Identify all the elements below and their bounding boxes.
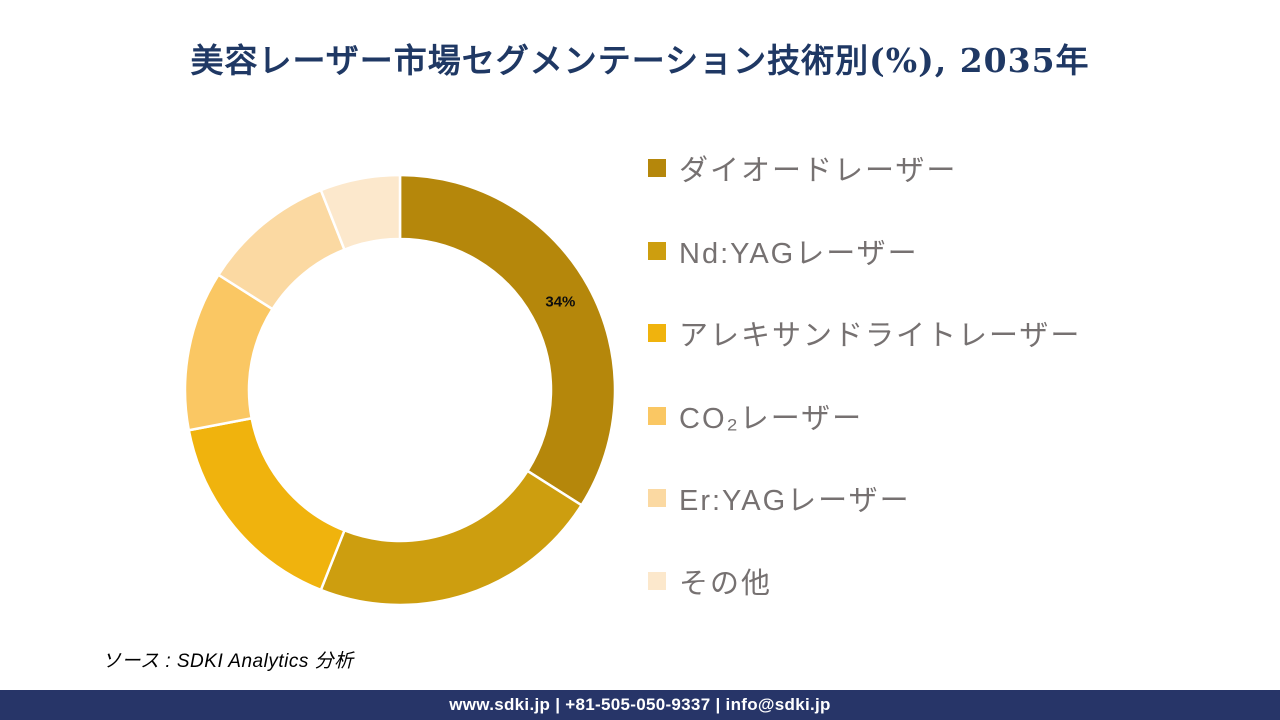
legend-swatch — [648, 406, 666, 425]
legend-label: CO₂レーザー — [679, 402, 864, 435]
legend-item: Er:YAGレーザー — [648, 457, 1081, 540]
legend-item: CO₂レーザー — [648, 375, 1081, 458]
donut-chart: 34% — [183, 173, 617, 607]
legend-swatch — [648, 159, 666, 178]
legend-label: Er:YAGレーザー — [679, 485, 911, 518]
chart-legend: ダイオードレーザー Nd:YAGレーザーアレキサンドライトレーザー CO₂レーザー E… — [648, 127, 1081, 622]
legend-item: Nd:YAGレーザー — [648, 210, 1081, 293]
legend-swatch — [648, 241, 666, 260]
chart-title: 美容レーザー市場セグメンテーション技術別(%), 2035年 — [190, 41, 1090, 80]
legend-swatch — [648, 571, 666, 590]
legend-swatch — [648, 324, 666, 343]
legend-label: ダイオードレーザー — [679, 155, 958, 188]
footer-bar: www.sdki.jp | +81-505-050-9337 | info@sd… — [0, 690, 1280, 720]
donut-segment — [398, 173, 617, 507]
donut-segment — [319, 469, 583, 607]
donut-segment — [319, 173, 402, 251]
legend-item: その他 — [648, 540, 1081, 623]
legend-label: Nd:YAGレーザー — [679, 237, 919, 270]
data-label: 34% — [545, 293, 575, 310]
legend-label: アレキサンドライトレーザー — [679, 320, 1082, 353]
donut-segment — [187, 417, 346, 592]
legend-item: アレキサンドライトレーザー — [648, 292, 1081, 375]
donut-chart-container: 34% — [170, 160, 630, 620]
legend-label: その他 — [679, 567, 773, 600]
legend-item: ダイオードレーザー — [648, 127, 1081, 210]
footer-contact-text: www.sdki.jp | +81-505-050-9337 | info@sd… — [449, 695, 831, 714]
source-note: ソース : SDKI Analytics 分析 — [102, 651, 354, 672]
legend-swatch — [648, 489, 666, 508]
